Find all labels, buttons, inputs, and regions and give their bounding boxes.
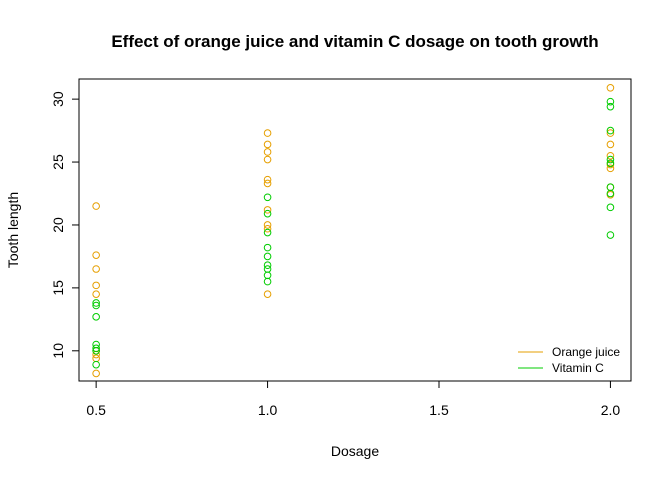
data-point-orange-juice (92, 265, 100, 273)
data-point-vitamin-c (263, 261, 272, 270)
points-layer (92, 84, 615, 378)
data-point-orange-juice (263, 206, 272, 214)
data-point-orange-juice (92, 369, 100, 378)
legend: Orange juice Vitamin C (518, 345, 620, 375)
data-point-vitamin-c (263, 243, 272, 252)
data-point-orange-juice (263, 221, 272, 229)
x-tick-label: 1.0 (258, 402, 278, 418)
data-point-vitamin-c (263, 277, 272, 286)
data-point-orange-juice (263, 155, 272, 164)
data-point-vitamin-c (92, 301, 100, 310)
data-point-vitamin-c (606, 97, 615, 106)
data-point-vitamin-c (606, 102, 615, 111)
data-point-orange-juice (263, 175, 272, 184)
data-point-orange-juice (606, 129, 615, 137)
data-point-vitamin-c (92, 299, 100, 307)
data-point-orange-juice (263, 129, 272, 137)
data-point-orange-juice (92, 290, 100, 298)
data-point-vitamin-c (606, 155, 615, 164)
data-point-orange-juice (92, 251, 100, 259)
legend-label: Vitamin C (552, 361, 604, 375)
y-tick-label: 25 (50, 154, 66, 170)
chart-title: Effect of orange juice and vitamin C dos… (111, 32, 598, 51)
data-point-vitamin-c (92, 347, 100, 355)
y-tick-label: 30 (50, 91, 66, 107)
data-point-vitamin-c (606, 159, 615, 168)
data-point-vitamin-c (263, 252, 272, 261)
data-point-orange-juice (606, 164, 615, 173)
data-point-orange-juice (263, 140, 272, 149)
y-axis: 10 15 20 25 30 (50, 91, 79, 359)
data-point-orange-juice (606, 140, 615, 149)
data-point-vitamin-c (263, 193, 272, 202)
data-point-vitamin-c (606, 183, 615, 192)
data-point-vitamin-c (263, 228, 272, 237)
x-tick-label: 0.5 (86, 402, 106, 418)
data-point-orange-juice (263, 290, 272, 298)
y-tick-label: 15 (50, 280, 66, 296)
x-tick-label: 1.5 (429, 402, 449, 418)
data-point-orange-juice (263, 148, 272, 156)
y-tick-label: 10 (50, 343, 66, 359)
x-axis-label: Dosage (331, 443, 379, 459)
data-point-orange-juice (606, 84, 615, 92)
data-point-orange-juice (92, 281, 100, 290)
data-point-orange-juice (606, 151, 615, 160)
data-point-orange-juice (263, 224, 272, 233)
data-point-vitamin-c (92, 313, 100, 321)
y-tick-label: 20 (50, 217, 66, 233)
legend-label: Orange juice (552, 345, 620, 359)
data-point-vitamin-c (263, 209, 272, 218)
plot-frame (78, 78, 632, 382)
data-point-vitamin-c (606, 203, 615, 212)
data-point-orange-juice (263, 179, 272, 188)
data-point-vitamin-c (606, 126, 615, 135)
x-axis: 0.5 1.0 1.5 2.0 (86, 381, 620, 418)
data-point-vitamin-c (92, 344, 100, 353)
data-point-vitamin-c (606, 189, 615, 198)
x-tick-label: 2.0 (601, 402, 621, 418)
data-point-vitamin-c (263, 271, 272, 280)
data-point-vitamin-c (92, 360, 100, 369)
data-point-orange-juice (92, 202, 100, 210)
y-axis-label: Tooth length (5, 192, 21, 268)
data-point-vitamin-c (606, 231, 615, 239)
